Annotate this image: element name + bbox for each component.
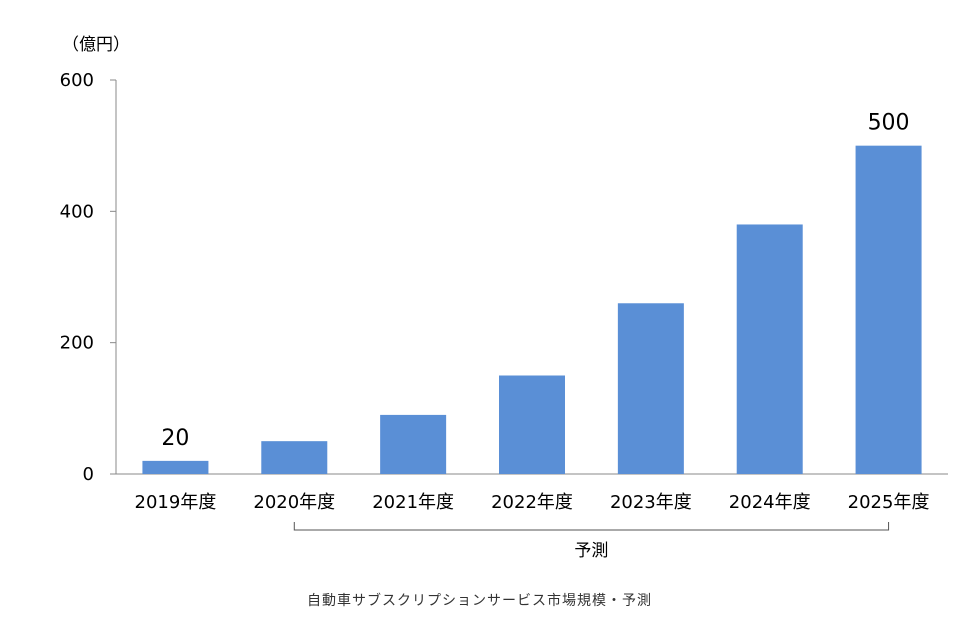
bar xyxy=(261,441,328,474)
y-tick-label: 200 xyxy=(60,333,94,354)
y-axis-unit-label: （億円） xyxy=(62,35,130,55)
bars xyxy=(142,145,922,474)
y-tick-label: 600 xyxy=(60,70,94,91)
forecast-label: 予測 xyxy=(574,541,608,561)
x-tick-label: 2021年度 xyxy=(372,492,454,513)
bar xyxy=(499,375,565,474)
bar xyxy=(855,145,922,474)
figure-caption: 自動車サブスクリプションサービス市場規模・予測 xyxy=(307,593,652,609)
bar-chart: （億円） 0 200 400 600 20 500 2019年度 2020年度 2021年度… xyxy=(60,35,948,561)
forecast-bracket xyxy=(293,522,890,531)
x-tick-label: 2023年度 xyxy=(610,492,692,513)
data-label: 20 xyxy=(161,426,189,451)
x-axis-category-labels: 2019年度 2020年度 2021年度 2022年度 2023年度 2024年度 2025… xyxy=(135,492,930,513)
x-tick-label: 2025年度 xyxy=(848,492,930,513)
bar xyxy=(142,460,209,474)
y-tick-label: 0 xyxy=(83,464,94,485)
x-tick-label: 2020年度 xyxy=(253,492,335,513)
y-axis-ticks: 0 200 400 600 xyxy=(60,70,116,485)
x-tick-label: 2024年度 xyxy=(729,492,811,513)
x-tick-label: 2019年度 xyxy=(135,492,217,513)
data-label: 500 xyxy=(868,111,910,136)
bar xyxy=(736,224,803,474)
bar xyxy=(380,414,447,474)
x-tick-label: 2022年度 xyxy=(491,492,573,513)
y-tick-label: 400 xyxy=(60,201,94,222)
data-labels: 20 500 xyxy=(161,111,909,451)
bar xyxy=(617,303,684,474)
